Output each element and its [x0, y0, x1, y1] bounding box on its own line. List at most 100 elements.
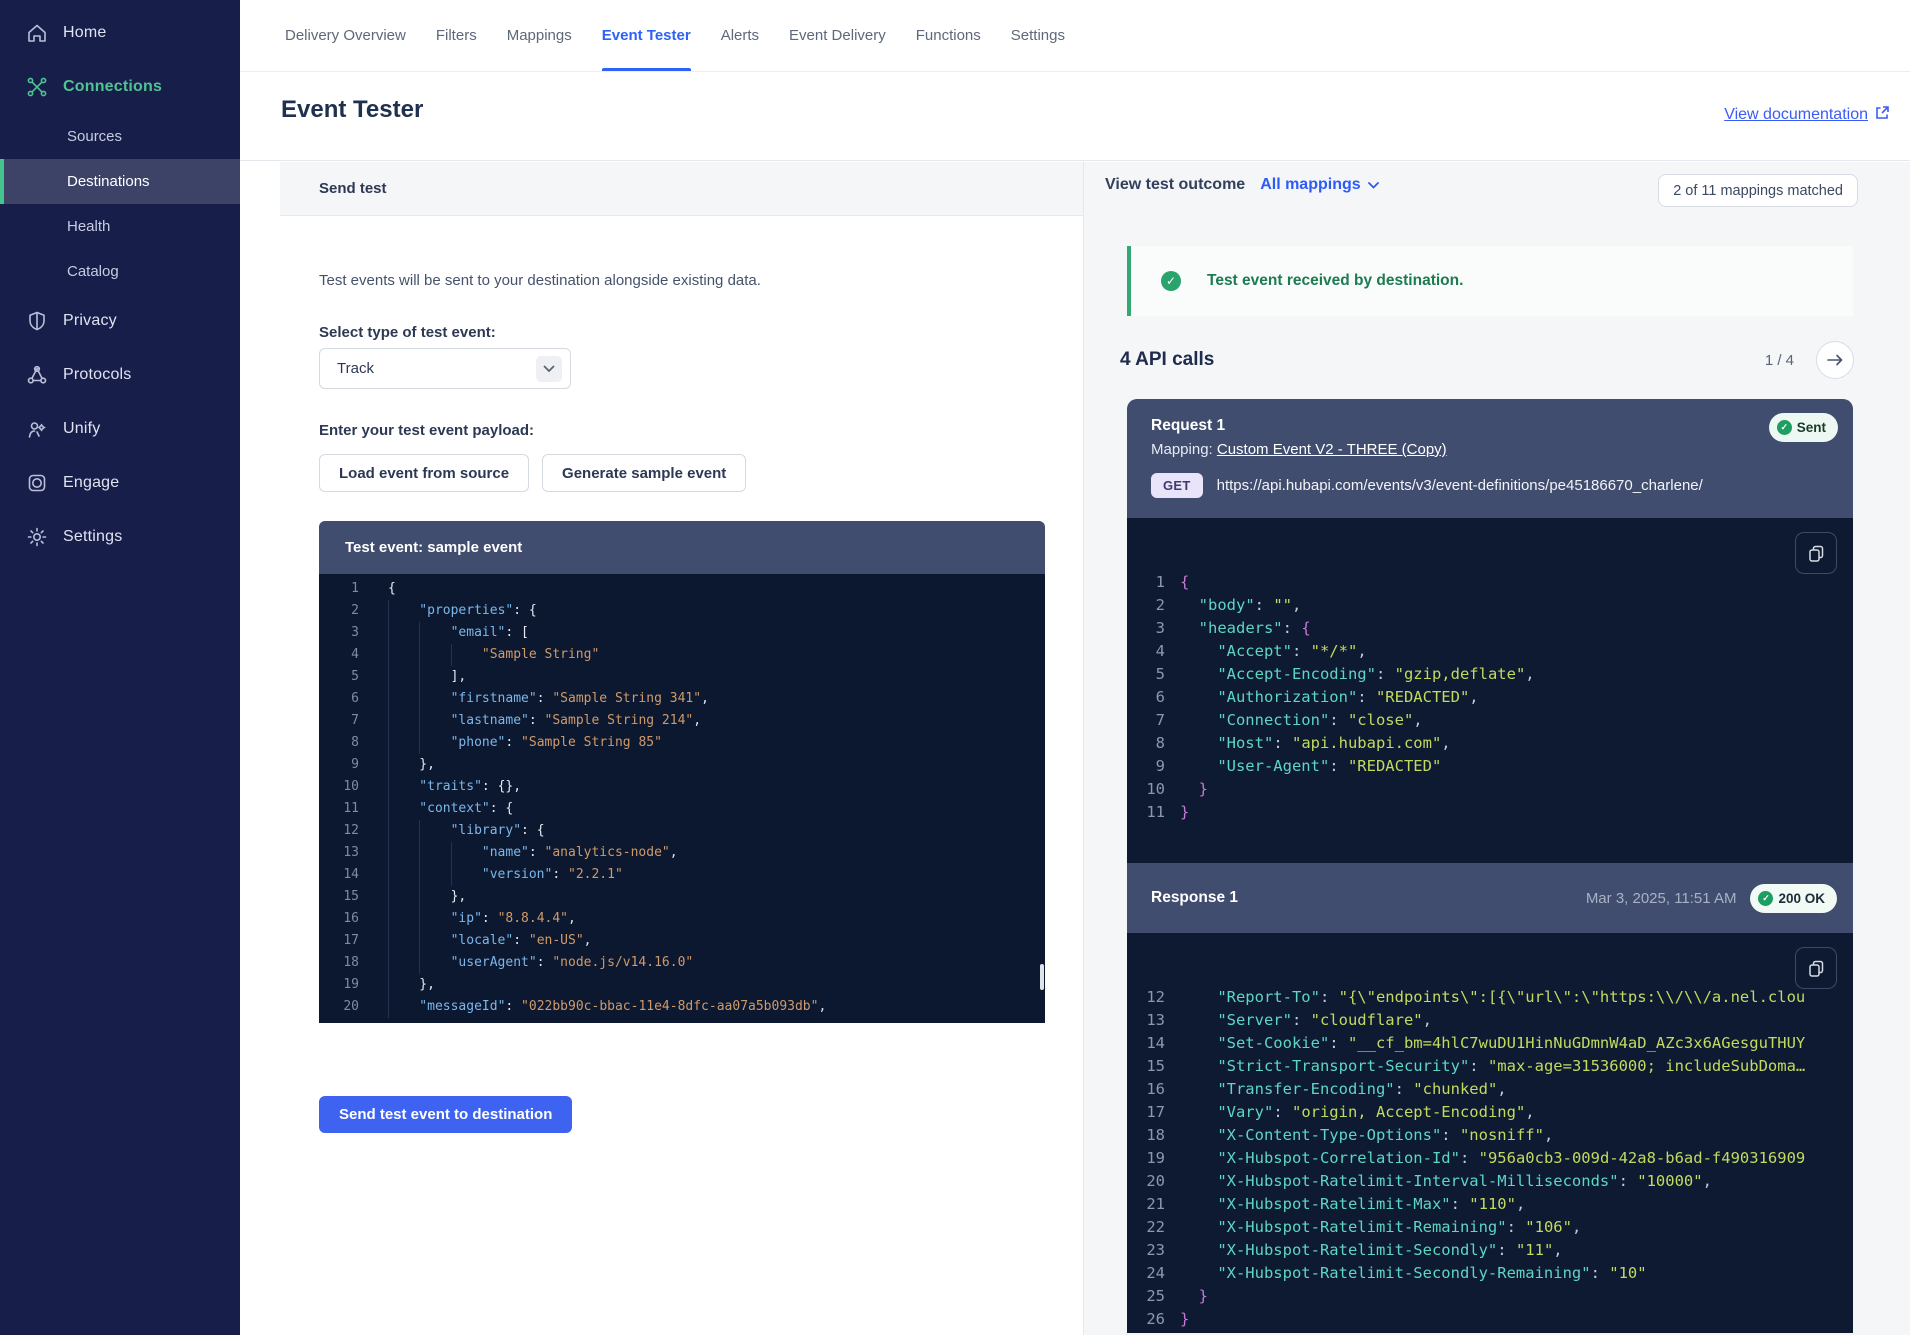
sidebar-item-health[interactable]: Health: [67, 218, 111, 235]
check-circle-icon: ✓: [1758, 890, 1774, 906]
sidebar-item-privacy[interactable]: Privacy: [0, 294, 240, 348]
event-type-value: Track: [337, 360, 374, 377]
sidebar: Home Connections Sources Destinations Health…: [0, 0, 240, 1335]
request-body-code: 1{2 "body": "", 3 "headers": {4 "Accept": "*…: [1127, 518, 1853, 863]
code-line: 15},: [319, 886, 1045, 908]
code-line: 26}: [1146, 1310, 1190, 1328]
code-line: 11}: [1146, 803, 1190, 821]
outcome-header: View test outcome All mappings: [1105, 176, 1379, 194]
privacy-icon: [25, 309, 49, 333]
protocols-icon: [25, 363, 49, 387]
sidebar-item-protocols[interactable]: Protocols: [0, 348, 240, 402]
send-test-header: Send test: [280, 162, 1083, 216]
sidebar-item-home[interactable]: Home: [0, 6, 240, 60]
event-type-label: Select type of test event:: [319, 324, 496, 341]
tab-bar: Delivery Overview Filters Mappings Event Te…: [240, 0, 1910, 72]
send-test-event-button[interactable]: Send test event to destination: [319, 1096, 573, 1133]
editor-scrollbar-thumb[interactable]: [1040, 964, 1044, 990]
mapping-row: Mapping: Custom Event V2 - THREE (Copy): [1151, 441, 1447, 458]
code-line: 9},: [319, 754, 1045, 776]
response-body-code: 12 "Report-To": "{\"endpoints\":[{\"url\"…: [1127, 933, 1853, 1333]
code-line: 2 "properties": {: [319, 600, 1045, 622]
code-line: 20 "messageId": "022bb90c-bbac-11e4-8dfc-…: [319, 996, 1045, 1018]
code-line: 17 "locale": "en-US",: [319, 930, 1045, 952]
code-line: 19 "X-Hubspot-Correlation-Id": "956a0cb3-…: [1146, 1149, 1806, 1167]
test-outcome-panel: View test outcome All mappings 2 of 11 m…: [1084, 162, 1910, 1335]
tab-settings[interactable]: Settings: [1010, 27, 1065, 44]
request-url-row: GET https://api.hubapi.com/events/v3/eve…: [1151, 473, 1829, 498]
mappings-matched-badge: 2 of 11 mappings matched: [1658, 174, 1858, 207]
payload-code-area[interactable]: 1{2 "properties": {3 "email": [4 "Sample St…: [319, 574, 1045, 1023]
sent-status-badge: ✓ Sent: [1768, 413, 1838, 442]
next-call-button[interactable]: [1816, 341, 1854, 379]
success-banner: ✓ Test event received by destination.: [1127, 246, 1853, 316]
code-line: 16 "ip": "8.8.4.4",: [319, 908, 1045, 930]
code-line: 9 "User-Agent": "REDACTED": [1155, 757, 1442, 775]
code-line: 8 "Host": "api.hubapi.com",: [1155, 734, 1451, 752]
tab-event-tester[interactable]: Event Tester: [601, 0, 691, 71]
code-line: 13 "name": "analytics-node",: [319, 842, 1045, 864]
request-url: https://api.hubapi.com/events/v3/event-d…: [1216, 477, 1703, 494]
code-line: 18 "userAgent": "node.js/v14.16.0": [319, 952, 1045, 974]
outcome-title: View test outcome: [1105, 176, 1246, 193]
code-line: 13 "Server": "cloudflare",: [1146, 1011, 1432, 1029]
editor-horizontal-scrollbar[interactable]: [319, 1023, 1045, 1031]
connections-icon: [25, 75, 49, 99]
title-row: Event Tester View documentation: [240, 72, 1910, 160]
sidebar-item-settings[interactable]: Settings: [0, 510, 240, 564]
code-line: 20 "X-Hubspot-Ratelimit-Interval-Millisec…: [1146, 1172, 1712, 1190]
copy-response-button[interactable]: [1795, 947, 1837, 989]
event-type-select[interactable]: Track: [319, 348, 571, 389]
sidebar-item-destinations[interactable]: Destinations: [0, 159, 240, 204]
settings-icon: [25, 525, 49, 549]
view-documentation-link[interactable]: View documentation: [1724, 105, 1890, 125]
code-line: 3 "email": [: [319, 622, 1045, 644]
code-line: 16 "Transfer-Encoding": "chunked",: [1146, 1080, 1507, 1098]
mappings-filter-dropdown[interactable]: All mappings: [1260, 176, 1379, 194]
engage-icon: [25, 471, 49, 495]
check-circle-icon: ✓: [1776, 420, 1792, 435]
mapping-link[interactable]: Custom Event V2 - THREE (Copy): [1216, 441, 1447, 458]
tab-mappings[interactable]: Mappings: [506, 27, 572, 44]
code-line: 14 "version": "2.2.1": [319, 864, 1045, 886]
pager-count: 1 / 4: [1764, 351, 1794, 369]
generate-sample-button[interactable]: Generate sample event: [542, 454, 747, 492]
code-line: 2 "body": "",: [1155, 596, 1302, 614]
code-line: 24 "X-Hubspot-Ratelimit-Secondly-Remainin…: [1146, 1264, 1647, 1282]
payload-label: Enter your test event payload:: [319, 422, 535, 439]
sidebar-item-catalog[interactable]: Catalog: [67, 263, 119, 280]
send-test-intro: Test events will be sent to your destina…: [319, 272, 761, 289]
copy-request-button[interactable]: [1795, 532, 1837, 574]
sidebar-item-unify[interactable]: Unify: [0, 402, 240, 456]
tab-functions[interactable]: Functions: [915, 27, 981, 44]
code-line: 5],: [319, 666, 1045, 688]
tab-filters[interactable]: Filters: [435, 27, 477, 44]
content-panels: Send test Test events will be sent to yo…: [240, 160, 1910, 1335]
sidebar-item-sources[interactable]: Sources: [67, 128, 123, 145]
copy-icon: [1808, 960, 1823, 977]
code-line: 12 "Report-To": "{\"endpoints\":[{\"url\"…: [1146, 988, 1806, 1006]
response-status-badge: ✓ 200 OK: [1750, 883, 1837, 913]
code-line: 22 "X-Hubspot-Ratelimit-Remaining": "106"…: [1146, 1218, 1582, 1236]
api-calls-title: 4 API calls: [1120, 349, 1215, 370]
arrow-right-icon: [1827, 354, 1843, 366]
code-line: 3 "headers": {: [1155, 619, 1311, 637]
sidebar-item-connections[interactable]: Connections: [0, 60, 240, 114]
code-line: 21 "X-Hubspot-Ratelimit-Max": "110",: [1146, 1195, 1526, 1213]
sidebar-item-engage[interactable]: Engage: [0, 456, 240, 510]
api-calls-row: 4 API calls 1 / 4: [1120, 340, 1854, 380]
home-icon: [25, 21, 49, 45]
code-line: 6 "Authorization": "REDACTED",: [1155, 688, 1479, 706]
code-line: 15 "Strict-Transport-Security": "max-age=…: [1146, 1057, 1806, 1075]
tab-alerts[interactable]: Alerts: [720, 27, 760, 44]
http-method-badge: GET: [1151, 473, 1203, 498]
code-line: 10 "traits": {},: [319, 776, 1045, 798]
tab-event-delivery[interactable]: Event Delivery: [789, 27, 886, 44]
load-event-button[interactable]: Load event from source: [319, 454, 530, 492]
tab-delivery-overview[interactable]: Delivery Overview: [285, 27, 406, 44]
editor-title: Test event: sample event: [319, 521, 1045, 574]
payload-buttons: Load event from source Generate sample e…: [319, 454, 747, 492]
check-circle-icon: ✓: [1161, 271, 1181, 291]
code-line: 14 "Set-Cookie": "__cf_bm=4hlC7wuDU1HinNu…: [1146, 1034, 1806, 1052]
